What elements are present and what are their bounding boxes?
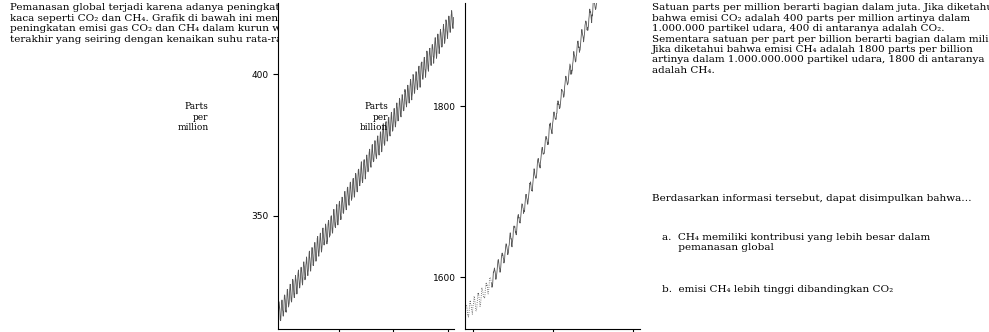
Text: Satuan parts per million berarti bagian dalam juta. Jika diketahui
bahwa emisi C: Satuan parts per million berarti bagian … xyxy=(652,3,989,75)
Text: b.  emisi CH₄ lebih tinggi dibandingkan CO₂: b. emisi CH₄ lebih tinggi dibandingkan C… xyxy=(662,285,893,294)
Text: Berdasarkan informasi tersebut, dapat disimpulkan bahwa…: Berdasarkan informasi tersebut, dapat di… xyxy=(652,194,972,203)
Text: a.  CH₄ memiliki kontribusi yang lebih besar dalam
     pemanasan global: a. CH₄ memiliki kontribusi yang lebih be… xyxy=(662,233,931,252)
Y-axis label: Parts
per
billion: Parts per billion xyxy=(360,102,389,132)
Y-axis label: Parts
per
million: Parts per million xyxy=(177,102,209,132)
Text: Pemanasan global terjadi karena adanya peningkatan gas rumah
kaca seperti CO₂ da: Pemanasan global terjadi karena adanya p… xyxy=(10,3,354,43)
